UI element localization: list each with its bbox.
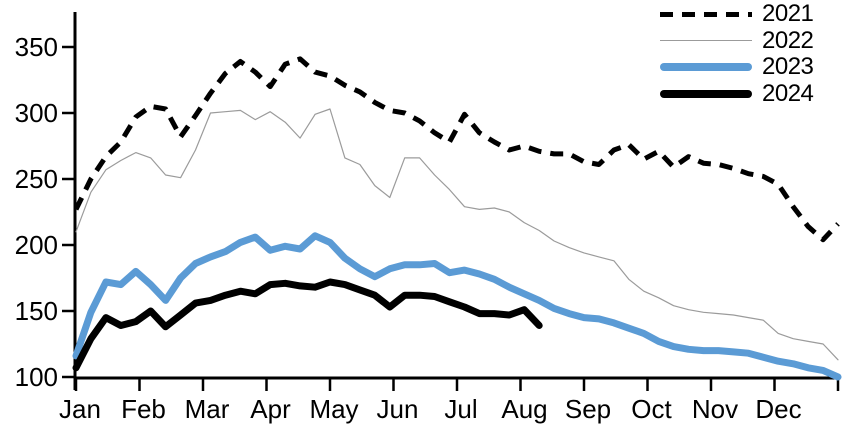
x-axis-month-label: Sep xyxy=(565,394,611,424)
x-axis-month-label: Dec xyxy=(755,394,801,424)
legend-line-sample-blue xyxy=(660,63,752,72)
legend-line-sample-black xyxy=(660,89,752,98)
y-axis-tick-label: 150 xyxy=(15,296,58,326)
series-2024-line xyxy=(72,278,543,372)
x-axis-month-label: Jul xyxy=(444,394,477,424)
y-axis-tick-label: 200 xyxy=(15,230,58,260)
x-axis-month-label: May xyxy=(309,394,358,424)
y-axis-tick-label: 250 xyxy=(15,164,58,194)
legend-line-sample-dashed xyxy=(660,11,752,17)
y-axis-tick-label: 350 xyxy=(15,32,58,62)
legend-line-sample-thin-gray xyxy=(660,40,752,42)
series-2022-line xyxy=(75,108,839,361)
x-axis-month-label: Feb xyxy=(121,394,166,424)
x-axis-month-label: Aug xyxy=(501,394,547,424)
x-axis-month-label: Nov xyxy=(692,394,738,424)
legend-item-2024: 2024 xyxy=(660,79,814,108)
legend-label: 2022 xyxy=(762,26,814,54)
x-axis-month-label: Mar xyxy=(185,394,230,424)
series-2023-line xyxy=(72,232,842,381)
legend-item-2023: 2023 xyxy=(660,53,814,81)
y-axis-tick-label: 100 xyxy=(15,362,58,392)
y-axis-tick-label: 300 xyxy=(15,98,58,128)
legend-item-2022: 2022 xyxy=(660,26,814,55)
legend-label: 2021 xyxy=(762,0,814,27)
legend-label: 2023 xyxy=(762,53,814,80)
legend: 2021 2022 2023 2024 xyxy=(660,0,814,108)
legend-label: 2024 xyxy=(762,79,814,107)
x-axis-month-label: Jun xyxy=(377,394,419,424)
x-axis-month-label: Oct xyxy=(631,394,672,424)
x-axis-month-label: Jan xyxy=(59,394,101,424)
x-axis-month-label: Apr xyxy=(250,394,291,424)
legend-item-2021: 2021 xyxy=(660,0,814,28)
